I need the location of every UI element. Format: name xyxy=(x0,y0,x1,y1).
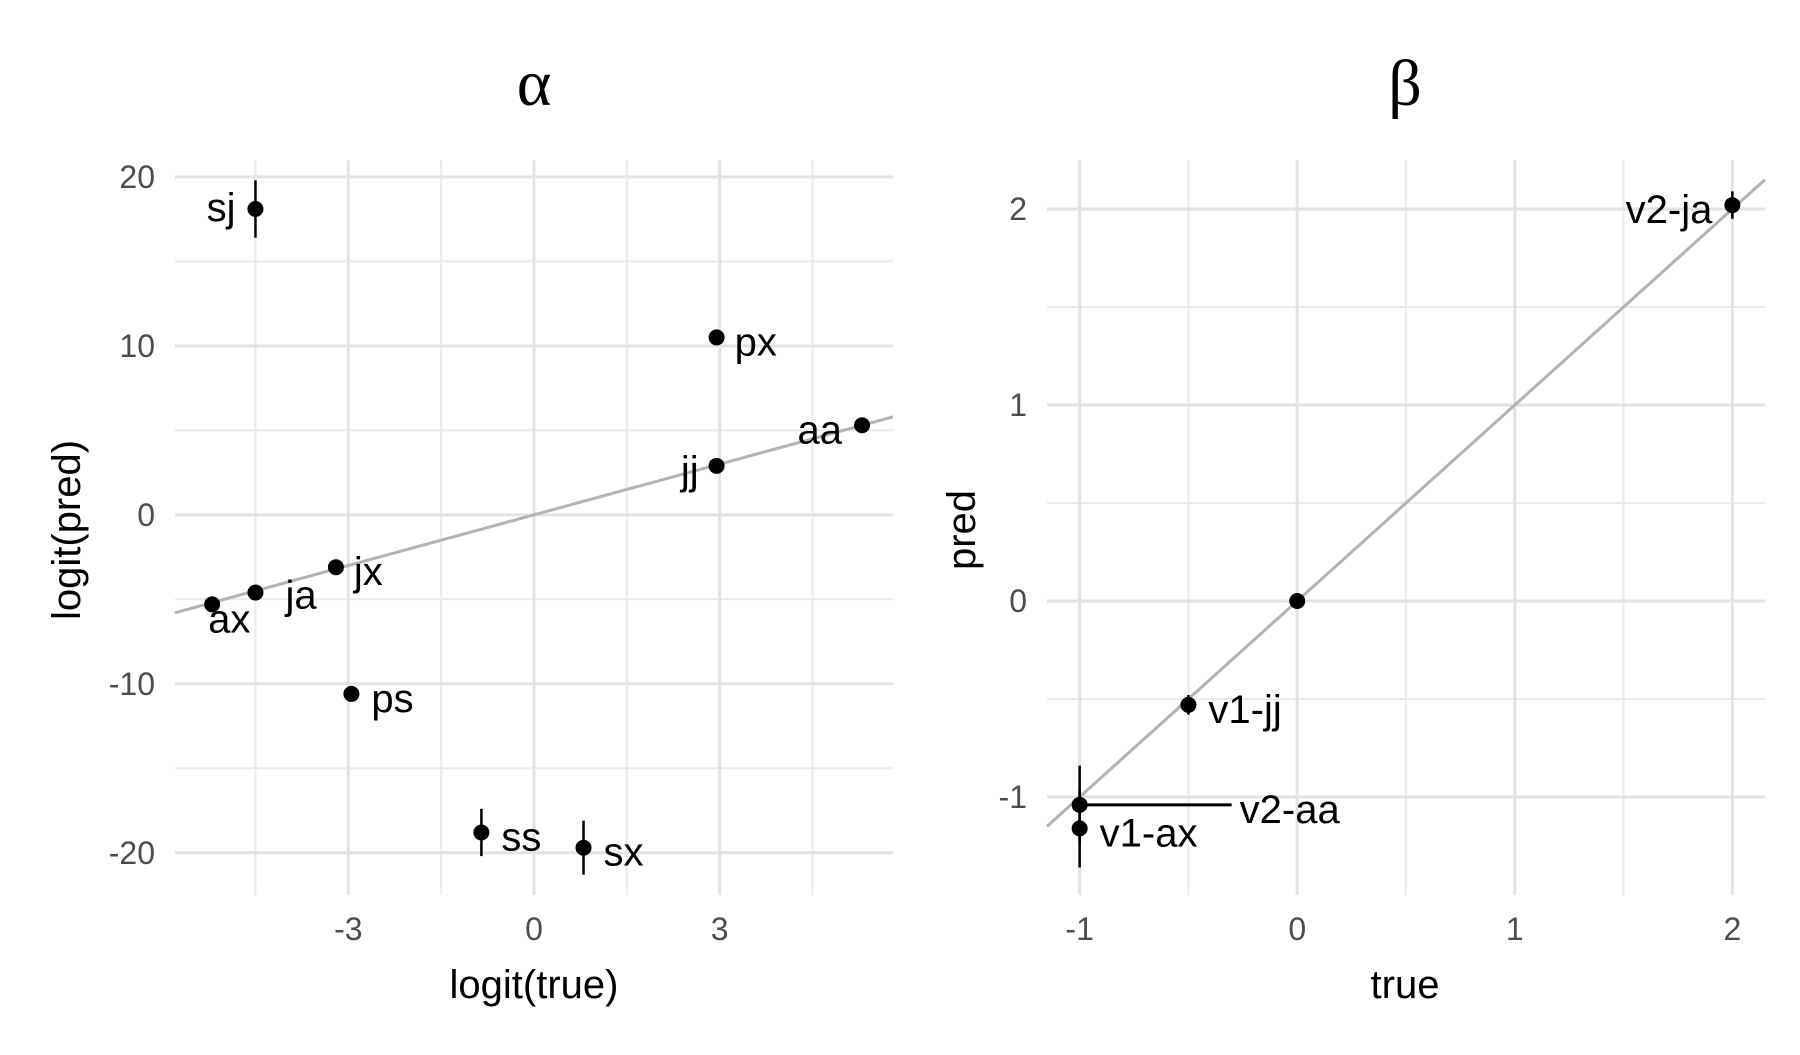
point-label: sx xyxy=(604,831,644,875)
x-tick-label: 0 xyxy=(525,911,543,947)
panel-alpha-grid xyxy=(175,160,893,895)
panel-beta-y-axis-label: pred xyxy=(940,490,984,570)
point-label: ax xyxy=(208,597,250,641)
data-point xyxy=(1071,820,1088,837)
x-tick-label: -3 xyxy=(334,911,362,947)
x-tick-label: 2 xyxy=(1723,911,1741,947)
panel-beta-title: β xyxy=(1388,47,1422,120)
point-label: aa xyxy=(798,408,843,452)
panel-alpha-title: α xyxy=(517,47,552,120)
y-tick-label: -10 xyxy=(109,666,155,702)
data-point xyxy=(1180,696,1197,713)
y-tick-label: 10 xyxy=(119,328,155,364)
x-tick-label: -1 xyxy=(1065,911,1093,947)
x-tick-label: 1 xyxy=(1506,911,1524,947)
data-point xyxy=(204,596,221,613)
identity-reference-line xyxy=(1045,178,1767,828)
x-tick-label: 0 xyxy=(1288,911,1306,947)
panel-alpha-x-axis-label: logit(true) xyxy=(450,963,619,1007)
identity-reference-line xyxy=(174,415,894,615)
point-label: v1-ax xyxy=(1100,811,1198,855)
y-tick-label: 0 xyxy=(1009,583,1027,619)
data-point xyxy=(473,824,490,841)
data-point xyxy=(247,584,264,601)
data-point xyxy=(327,559,344,576)
point-label: sj xyxy=(207,186,236,230)
panel-beta-x-axis-label: true xyxy=(1371,963,1440,1007)
panel-alpha-y-axis-label: logit(pred) xyxy=(45,440,89,620)
panel-beta: β true pred -1 0 1 2 -1 0 1 2 v2-ja v1-jj v2-aa v1-… xyxy=(940,47,1767,1007)
data-point xyxy=(247,201,264,217)
y-tick-label: 0 xyxy=(137,497,155,533)
point-label: ss xyxy=(501,815,541,859)
data-point xyxy=(1289,593,1306,609)
panel-alpha: α logit(true) logit(pred) -3 0 3 -20 -10 0 10 2… xyxy=(45,47,894,1007)
point-label: jj xyxy=(680,449,699,493)
point-label: v1-jj xyxy=(1208,688,1281,732)
point-label: ps xyxy=(371,677,413,721)
y-tick-label: 20 xyxy=(119,159,155,195)
data-point xyxy=(575,839,592,856)
data-point xyxy=(343,685,360,702)
data-point xyxy=(708,329,725,346)
y-tick-label: 1 xyxy=(1009,387,1027,423)
panel-beta-grid xyxy=(1047,160,1765,895)
data-point xyxy=(708,457,725,474)
point-label: px xyxy=(735,320,777,364)
point-label: v2-ja xyxy=(1626,188,1713,232)
point-label: v2-aa xyxy=(1240,788,1341,832)
panel-beta-points: v2-ja v1-jj v2-aa v1-ax xyxy=(1071,188,1741,868)
data-point xyxy=(854,417,871,434)
point-label: jx xyxy=(353,550,383,594)
data-point xyxy=(1724,197,1741,214)
y-tick-label: 2 xyxy=(1009,191,1027,227)
x-tick-label: 3 xyxy=(711,911,729,947)
y-tick-label: -20 xyxy=(109,835,155,871)
point-label: ja xyxy=(284,574,317,618)
y-tick-label: -1 xyxy=(999,779,1027,815)
